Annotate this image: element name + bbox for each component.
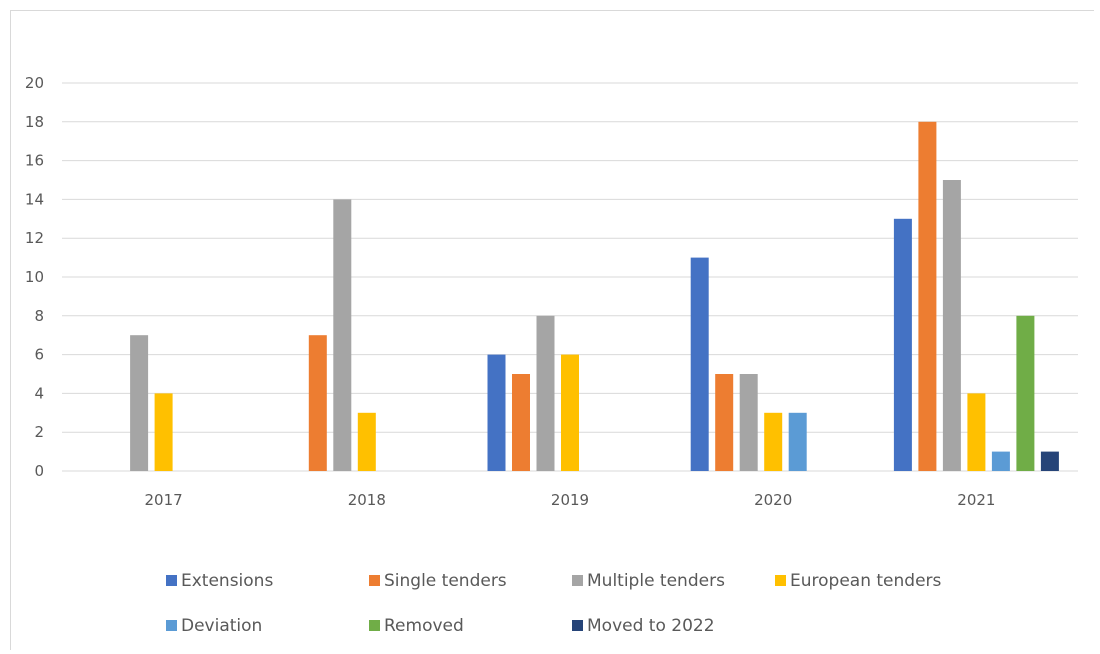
legend: Extensions Single tenders Multiple tenders… bbox=[166, 571, 942, 636]
bar-2021-removed bbox=[1016, 315, 1035, 471]
bar-2017-multiple-tenders bbox=[130, 335, 149, 471]
x-axis-ticks: 2017 2018 2019 2020 2021 bbox=[145, 491, 996, 509]
bar-2021-extensions bbox=[893, 218, 912, 471]
y-tick-label: 8 bbox=[34, 307, 44, 325]
bar-2021-single-tenders bbox=[918, 121, 937, 472]
legend-swatch bbox=[572, 575, 583, 586]
bar-2018-single-tenders bbox=[308, 335, 327, 471]
chart-frame bbox=[10, 10, 1094, 650]
y-tick-label: 4 bbox=[34, 384, 44, 402]
bar-2017-european-tenders bbox=[154, 393, 173, 471]
x-tick-label: 2021 bbox=[957, 491, 995, 509]
legend-label: Deviation bbox=[181, 616, 262, 636]
bar-2021-moved-to-2022 bbox=[1040, 451, 1059, 471]
legend-swatch bbox=[572, 620, 583, 631]
x-tick-label: 2019 bbox=[551, 491, 589, 509]
legend-swatch bbox=[369, 620, 380, 631]
y-tick-label: 14 bbox=[25, 190, 44, 208]
legend-label: Extensions bbox=[181, 571, 273, 591]
x-tick-label: 2017 bbox=[145, 491, 183, 509]
bar-2018-multiple-tenders bbox=[333, 199, 352, 471]
y-tick-label: 10 bbox=[25, 268, 44, 286]
bar-2019-multiple-tenders bbox=[536, 315, 555, 471]
y-tick-label: 16 bbox=[25, 152, 44, 170]
y-tick-label: 18 bbox=[25, 113, 44, 131]
legend-label: Multiple tenders bbox=[587, 571, 725, 591]
bar-2019-extensions bbox=[487, 354, 506, 471]
legend-swatch bbox=[369, 575, 380, 586]
y-tick-label: 12 bbox=[25, 229, 44, 247]
legend-swatch bbox=[166, 575, 177, 586]
bar-2021-european-tenders bbox=[967, 393, 986, 471]
bar-2020-european-tenders bbox=[764, 412, 783, 471]
y-tick-label: 6 bbox=[34, 346, 44, 364]
bar-2020-multiple-tenders bbox=[739, 374, 758, 471]
x-tick-label: 2018 bbox=[348, 491, 386, 509]
bar-2020-single-tenders bbox=[715, 374, 734, 471]
y-axis-ticks: 0 2 4 6 8 10 12 14 16 18 20 bbox=[25, 74, 44, 480]
bar-2019-single-tenders bbox=[512, 374, 530, 471]
bar-2021-multiple-tenders bbox=[942, 180, 961, 471]
y-tick-label: 2 bbox=[34, 423, 44, 441]
bar-2020-extensions bbox=[690, 257, 709, 471]
y-tick-label: 20 bbox=[25, 74, 44, 92]
bar-2020-deviation bbox=[788, 412, 807, 471]
x-tick-label: 2020 bbox=[754, 491, 792, 509]
bar-2019-european-tenders bbox=[561, 354, 579, 471]
legend-swatch bbox=[166, 620, 177, 631]
legend-swatch bbox=[775, 575, 786, 586]
bars bbox=[130, 121, 1059, 472]
bar-2018-european-tenders bbox=[357, 412, 376, 471]
legend-label: Removed bbox=[384, 616, 464, 636]
legend-label: European tenders bbox=[790, 571, 942, 591]
bar-2021-deviation bbox=[991, 451, 1010, 471]
legend-label: Single tenders bbox=[384, 571, 507, 591]
y-tick-label: 0 bbox=[34, 462, 44, 480]
legend-label: Moved to 2022 bbox=[587, 616, 715, 636]
